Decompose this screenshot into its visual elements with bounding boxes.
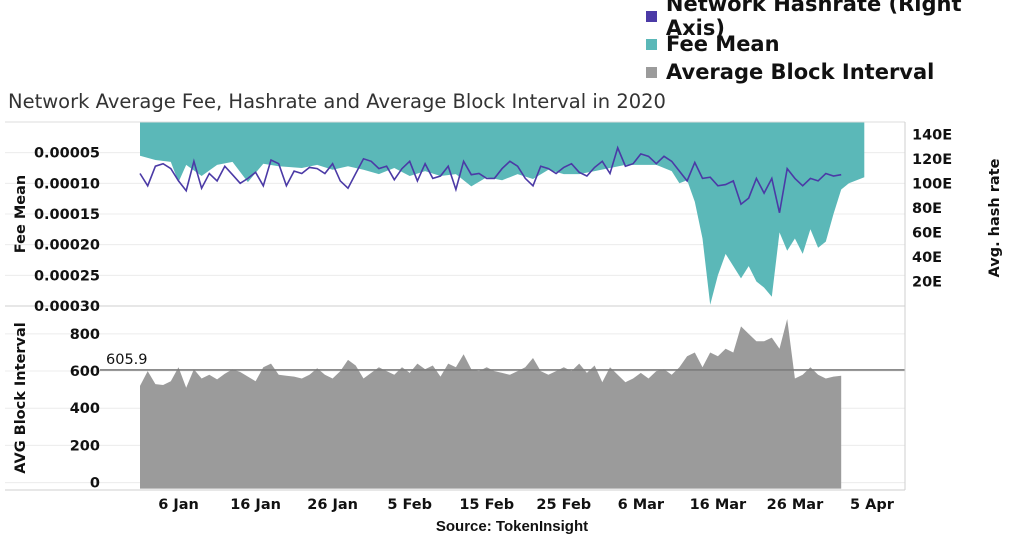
x-axis-tick-4: 15 Feb bbox=[459, 497, 514, 513]
hash-axis-tick-5: 120E bbox=[912, 152, 952, 168]
fee-axis-tick-3: 0.00020 bbox=[34, 238, 100, 254]
block-axis-title: AVG Block Interval bbox=[13, 322, 29, 474]
block-axis-tick-1: 200 bbox=[70, 438, 100, 454]
legend-swatch-fee-mean bbox=[646, 38, 657, 50]
hash-axis-title: Avg. hash rate bbox=[987, 158, 1003, 277]
legend-label-fee-mean: Fee Mean bbox=[666, 32, 780, 56]
block-axis-tick-2: 400 bbox=[70, 401, 100, 417]
block-axis-tick-4: 800 bbox=[70, 327, 100, 343]
series-fee-mean-area bbox=[140, 122, 865, 305]
legend-label-block-interval: Average Block Interval bbox=[666, 60, 935, 84]
fee-axis-title: Fee Mean bbox=[13, 175, 29, 253]
hash-axis-tick-1: 40E bbox=[912, 250, 942, 266]
series-hashrate-line bbox=[139, 145, 842, 213]
x-axis-tick-7: 16 Mar bbox=[690, 497, 747, 513]
fee-axis-tick-0: 0.00005 bbox=[34, 146, 100, 162]
x-axis-tick-5: 25 Feb bbox=[536, 497, 591, 513]
series-block-interval-area bbox=[140, 319, 842, 489]
fee-axis-tick-2: 0.00015 bbox=[34, 207, 100, 223]
legend-item-fee-mean[interactable]: Fee Mean bbox=[646, 30, 1024, 58]
chart-source-wrap: Source: TokenInsight bbox=[0, 518, 1024, 536]
chart-legend: Network Hashrate (Right Axis) Fee Mean A… bbox=[646, 0, 1024, 86]
hash-axis-tick-0: 20E bbox=[912, 274, 942, 290]
block-axis-tick-0: 0 bbox=[90, 476, 100, 492]
x-axis-tick-6: 6 Mar bbox=[618, 497, 665, 513]
block-axis-tick-3: 600 bbox=[70, 364, 100, 380]
fee-axis-tick-4: 0.00025 bbox=[34, 268, 100, 284]
fee-axis-tick-1: 0.00010 bbox=[34, 176, 100, 192]
fee-axis-tick-5: 0.00030 bbox=[34, 299, 100, 315]
chart-source: Source: TokenInsight bbox=[435, 518, 589, 535]
hash-axis-tick-4: 100E bbox=[912, 176, 952, 192]
chart-title: Network Average Fee, Hashrate and Averag… bbox=[8, 90, 666, 113]
legend-item-block-interval[interactable]: Average Block Interval bbox=[646, 58, 1024, 86]
hash-axis-tick-2: 60E bbox=[912, 225, 942, 241]
legend-swatch-hashrate bbox=[646, 10, 657, 22]
x-axis-tick-0: 6 Jan bbox=[158, 497, 199, 513]
x-axis-tick-9: 5 Apr bbox=[850, 497, 895, 513]
hash-axis-tick-6: 140E bbox=[912, 127, 952, 143]
x-axis-tick-2: 26 Jan bbox=[307, 497, 358, 513]
reference-line-label: 605.9 bbox=[106, 352, 148, 368]
legend-label-hashrate: Network Hashrate (Right Axis) bbox=[665, 0, 962, 40]
hash-axis-tick-3: 80E bbox=[912, 201, 942, 217]
x-axis-tick-3: 5 Feb bbox=[387, 497, 432, 513]
legend-swatch-block-interval bbox=[646, 66, 657, 78]
x-axis-tick-8: 26 Mar bbox=[767, 497, 824, 513]
x-axis-tick-1: 16 Jan bbox=[230, 497, 281, 513]
legend-item-hashrate[interactable]: Network Hashrate (Right Axis) bbox=[646, 0, 1024, 40]
